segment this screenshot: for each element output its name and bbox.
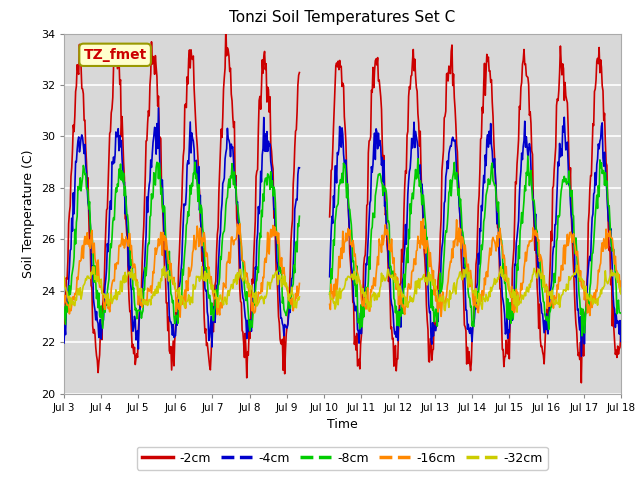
Y-axis label: Soil Temperature (C): Soil Temperature (C) <box>22 149 35 278</box>
Legend: -2cm, -4cm, -8cm, -16cm, -32cm: -2cm, -4cm, -8cm, -16cm, -32cm <box>137 447 548 469</box>
Text: TZ_fmet: TZ_fmet <box>83 48 147 62</box>
Title: Tonzi Soil Temperatures Set C: Tonzi Soil Temperatures Set C <box>229 11 456 25</box>
X-axis label: Time: Time <box>327 418 358 431</box>
